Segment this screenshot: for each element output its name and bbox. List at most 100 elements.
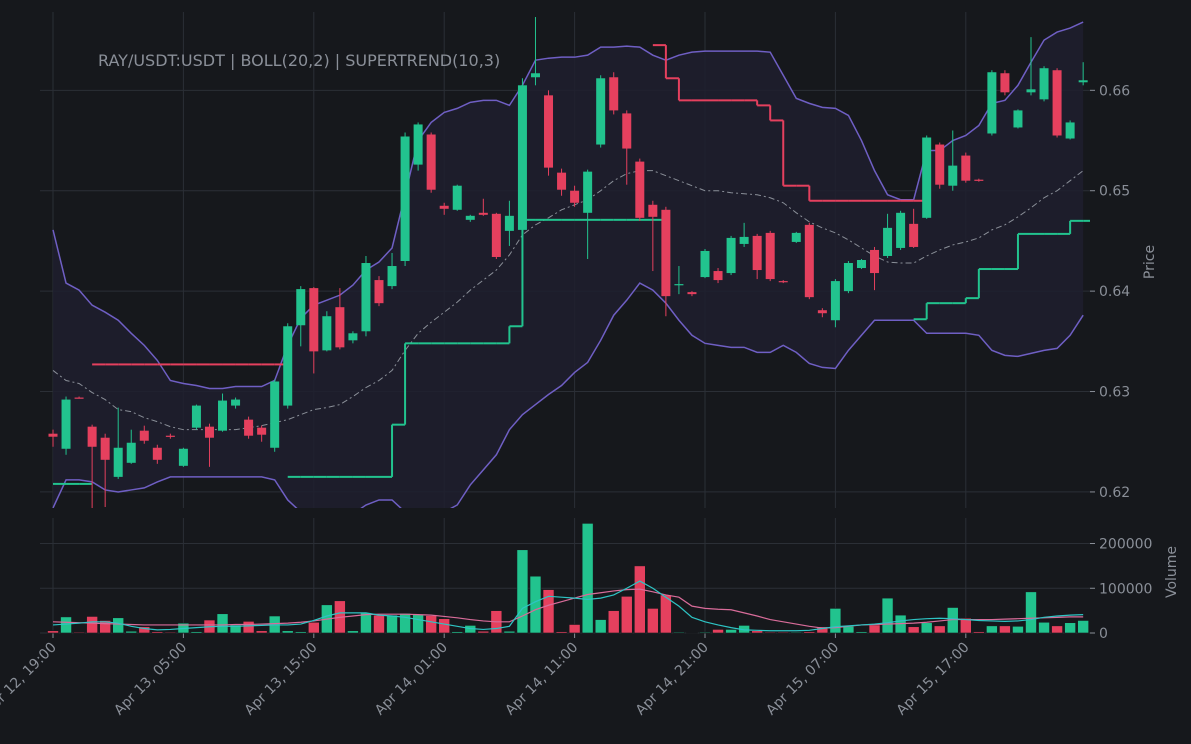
volume-bar (869, 625, 880, 633)
candle-body (361, 263, 370, 331)
candle-body (479, 213, 488, 215)
volume-bar (1078, 620, 1089, 633)
candle-body (922, 138, 931, 218)
candle-body (805, 225, 814, 297)
candle-body (1013, 110, 1022, 127)
volume-bar (530, 576, 541, 633)
volume-bar (413, 614, 424, 633)
candle-body (375, 280, 384, 303)
candle-body (127, 443, 136, 463)
candle-body (231, 400, 240, 406)
volume-bar (608, 611, 619, 633)
volume-bar (634, 566, 645, 633)
candle-body (753, 236, 762, 270)
candle-body (218, 401, 227, 431)
y-tick-label: 0.63 (1099, 385, 1130, 401)
volume-bar (1012, 626, 1023, 633)
candle-body (635, 162, 644, 218)
volume-bar (843, 626, 854, 633)
candle-body (974, 180, 983, 181)
volume-bar (165, 632, 176, 633)
volume-bar (921, 623, 932, 633)
candle-body (348, 333, 357, 340)
candle-body (244, 420, 253, 436)
volume-bar (621, 596, 632, 633)
candle-body (909, 224, 918, 247)
candle-body (870, 250, 879, 273)
candle-body (166, 436, 175, 437)
y-tick-label: 200000 (1099, 537, 1152, 553)
candle-body (687, 292, 696, 294)
candle-body (257, 428, 266, 435)
y-tick-label: 0.64 (1099, 284, 1130, 300)
candle-body (674, 284, 683, 285)
volume-bar (347, 631, 358, 633)
y-tick-label: 0.62 (1099, 485, 1130, 501)
volume-bar (660, 595, 671, 633)
candle-body (322, 316, 331, 350)
candle-body (205, 427, 214, 438)
volume-bar (439, 619, 450, 633)
candle-body (466, 216, 475, 220)
volume-bar (934, 626, 945, 633)
volume-bar (647, 608, 658, 633)
candle-body (270, 381, 279, 447)
volume-bar (61, 617, 72, 633)
candle-body (401, 137, 410, 262)
volume-bar (1052, 626, 1063, 633)
volume-bar (74, 632, 85, 633)
candle-body (440, 206, 449, 209)
volume-bar (582, 523, 593, 633)
volume-bar (295, 632, 306, 633)
candle-body (648, 205, 657, 217)
volume-bar (830, 608, 841, 633)
candle-body (140, 431, 149, 441)
candle-body (283, 326, 292, 405)
volume-bar (387, 615, 398, 633)
volume-bar (999, 626, 1010, 633)
candle-body (192, 406, 201, 428)
candle-body (779, 281, 788, 282)
candle-body (179, 449, 188, 466)
candle-body (661, 210, 670, 296)
candle-body (518, 85, 527, 230)
candle-body (740, 237, 749, 244)
candle-body (1066, 122, 1075, 138)
candle-body (453, 186, 462, 210)
candle-body (766, 233, 775, 279)
volume-bar (374, 615, 385, 633)
candle-body (114, 448, 123, 477)
volume-bar (791, 632, 802, 633)
volume-bar (1039, 622, 1050, 633)
candle-body (935, 145, 944, 185)
candle-body (531, 73, 540, 77)
volume-bar (804, 632, 815, 633)
candle-body (75, 398, 84, 399)
volume-bar (673, 632, 684, 633)
volume-bar (856, 632, 867, 633)
candle-body (88, 427, 97, 447)
candle-body (101, 438, 110, 460)
volume-bar (400, 613, 411, 633)
volume-bar (308, 622, 319, 633)
volume-bar (752, 631, 763, 633)
candle-body (583, 172, 592, 213)
candle-body (388, 266, 397, 286)
candle-body (857, 260, 866, 268)
candle-body (309, 288, 318, 351)
volume-bar (986, 626, 997, 633)
volume-bar (48, 631, 59, 633)
volume-bar (191, 632, 202, 633)
volume-bar (700, 632, 711, 633)
volume-bar (87, 616, 98, 633)
volume-bar (113, 618, 124, 633)
volume-bar (243, 621, 254, 633)
candle-body (831, 281, 840, 320)
volume-bar (426, 616, 437, 633)
candle-body (622, 113, 631, 148)
candle-body (570, 191, 579, 203)
volume-bar (778, 632, 789, 633)
volume-bar (452, 632, 463, 633)
volume-bar (126, 631, 137, 633)
chart-title: RAY/USDT:USDT | BOLL(20,2) | SUPERTREND(… (98, 51, 500, 70)
